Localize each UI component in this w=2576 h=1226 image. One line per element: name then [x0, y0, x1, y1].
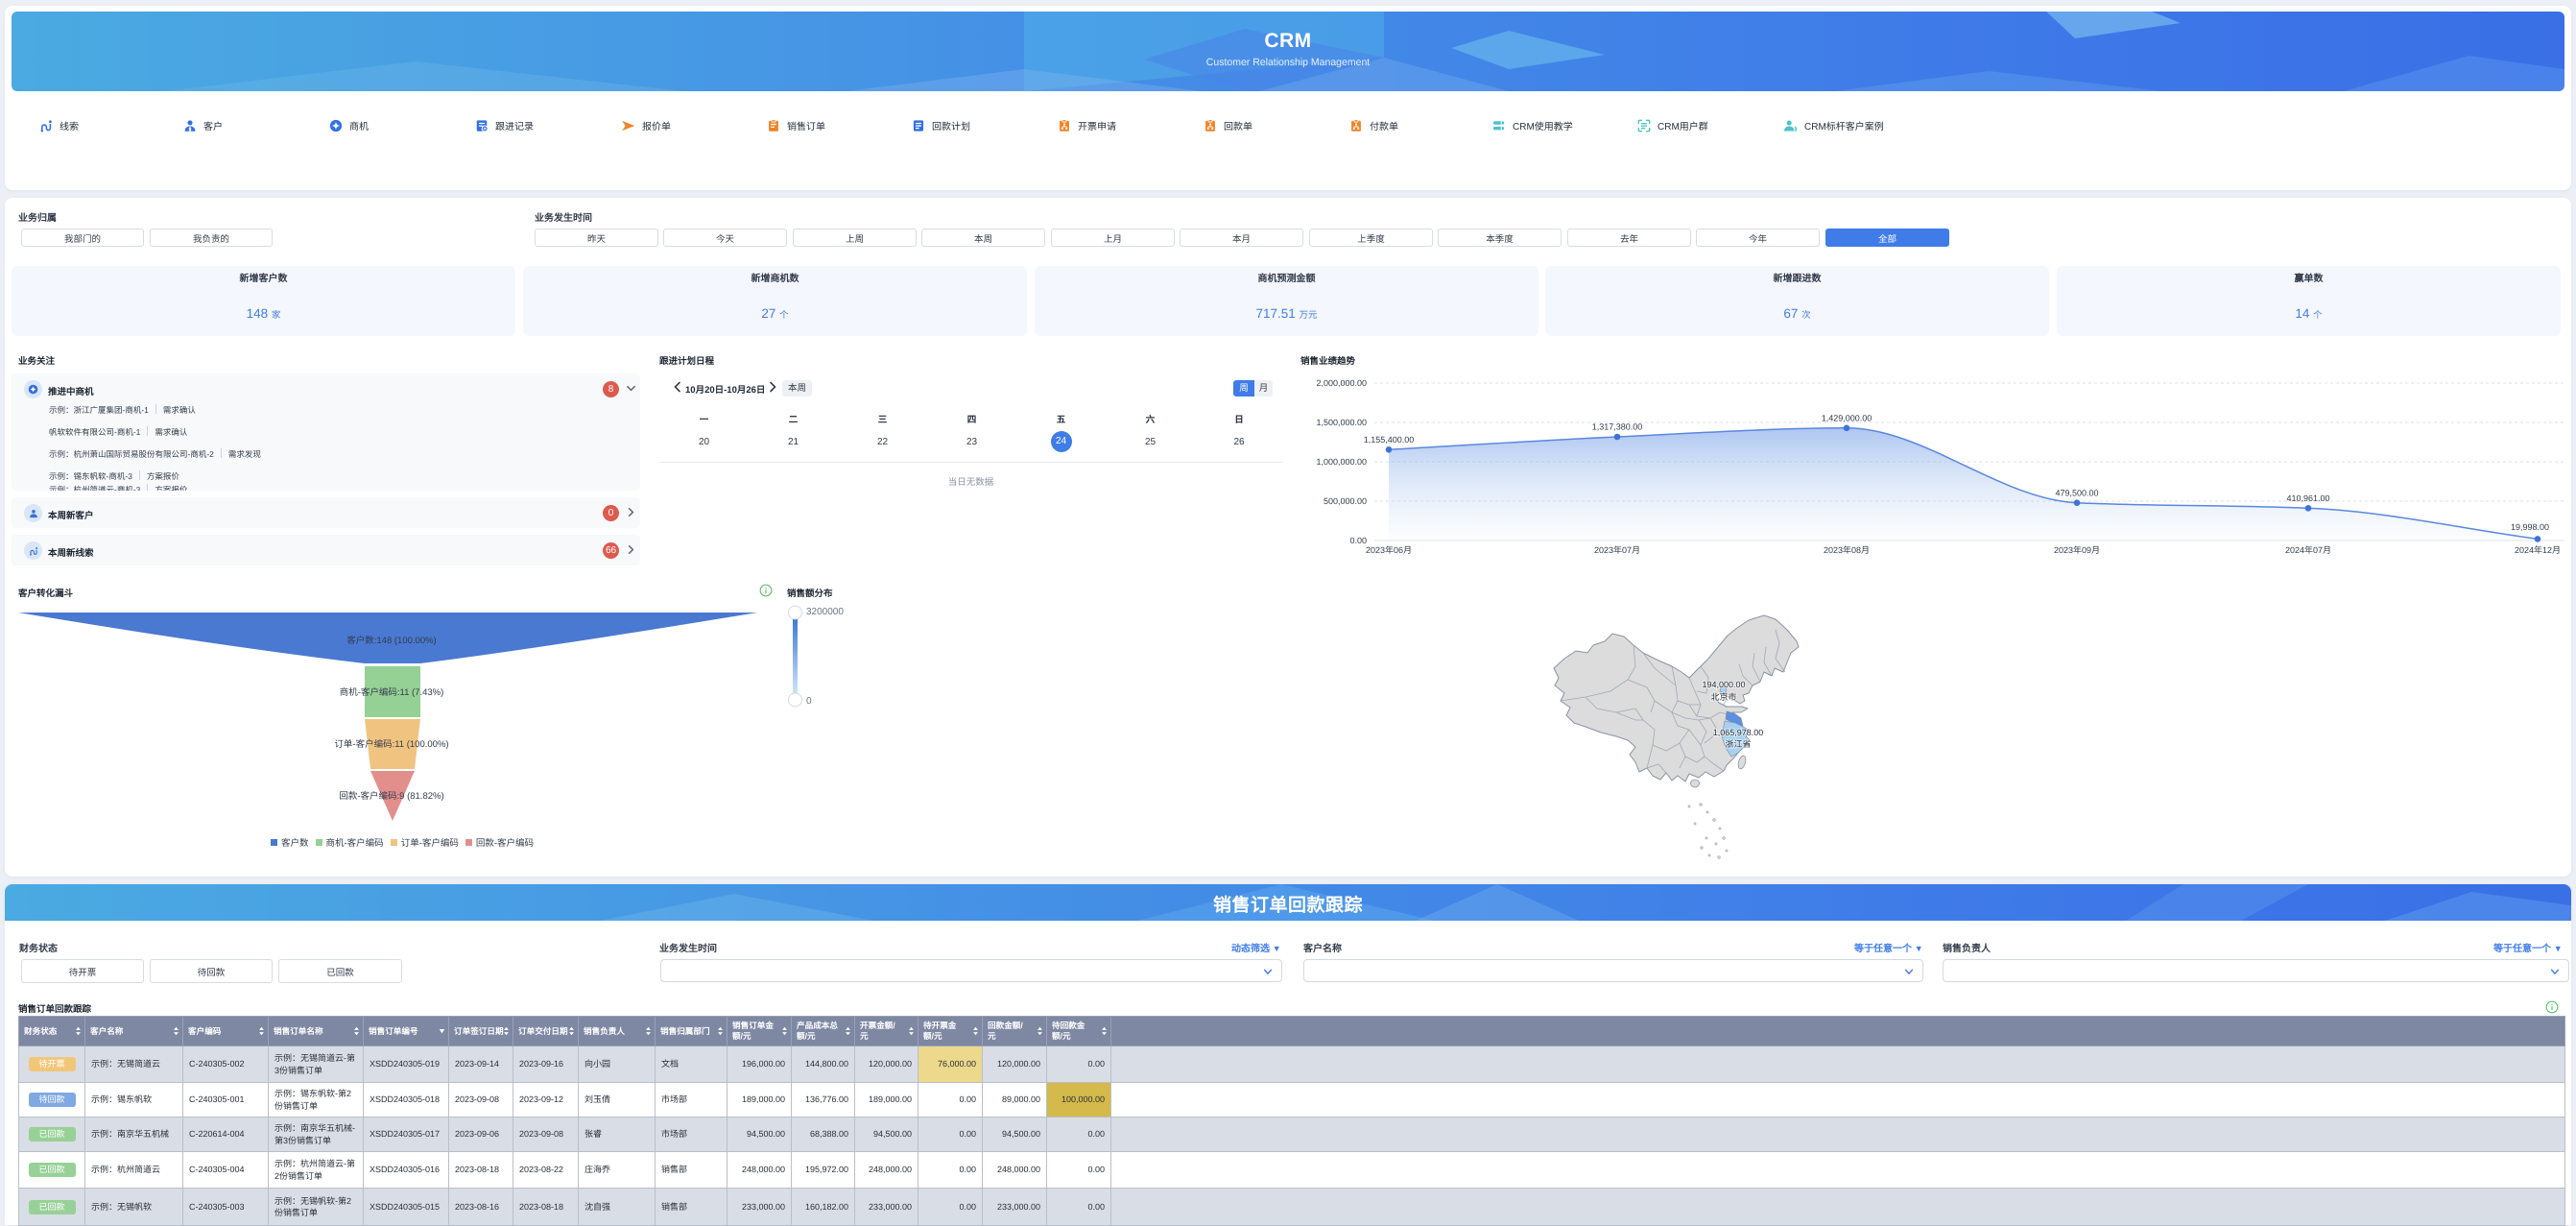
svg-text:2024年12月: 2024年12月 — [2515, 545, 2561, 555]
svg-text:1,000,000.00: 1,000,000.00 — [1316, 457, 1367, 467]
svg-text:194,000.00: 194,000.00 — [1702, 680, 1745, 689]
svg-text:2,000,000.00: 2,000,000.00 — [1316, 378, 1367, 388]
svg-text:3200000: 3200000 — [806, 607, 844, 617]
svg-text:19,998.00: 19,998.00 — [2511, 522, 2549, 532]
svg-text:1,317,380.00: 1,317,380.00 — [1592, 422, 1643, 432]
svg-text:2024年07月: 2024年07月 — [2285, 545, 2331, 555]
svg-text:2023年06月: 2023年06月 — [1366, 545, 1412, 555]
svg-text:0: 0 — [806, 696, 812, 707]
svg-text:1,500,000.00: 1,500,000.00 — [1316, 418, 1367, 427]
svg-text:2023年07月: 2023年07月 — [1594, 545, 1640, 555]
svg-text:1,065,978.00: 1,065,978.00 — [1713, 728, 1764, 737]
svg-text:410,961.00: 410,961.00 — [2286, 493, 2329, 503]
svg-text:北京市: 北京市 — [1710, 692, 1736, 702]
svg-text:479,500.00: 479,500.00 — [2055, 488, 2098, 497]
svg-text:500,000.00: 500,000.00 — [1324, 496, 1367, 506]
svg-text:回款-客户编码:9 (81.82%): 回款-客户编码:9 (81.82%) — [339, 790, 443, 802]
svg-text:0.00: 0.00 — [1349, 536, 1367, 545]
svg-text:1,155,400.00: 1,155,400.00 — [1364, 435, 1415, 445]
svg-text:订单-客户编码:11 (100.00%): 订单-客户编码:11 (100.00%) — [334, 738, 448, 750]
svg-text:商机-客户编码:11 (7.43%): 商机-客户编码:11 (7.43%) — [340, 686, 444, 698]
svg-text:浙江省: 浙江省 — [1725, 739, 1751, 749]
svg-text:2023年09月: 2023年09月 — [2054, 545, 2100, 555]
svg-text:2023年08月: 2023年08月 — [1824, 545, 1870, 555]
svg-text:客户数:148 (100.00%): 客户数:148 (100.00%) — [346, 635, 436, 646]
svg-text:1,429,000.00: 1,429,000.00 — [1822, 414, 1872, 423]
